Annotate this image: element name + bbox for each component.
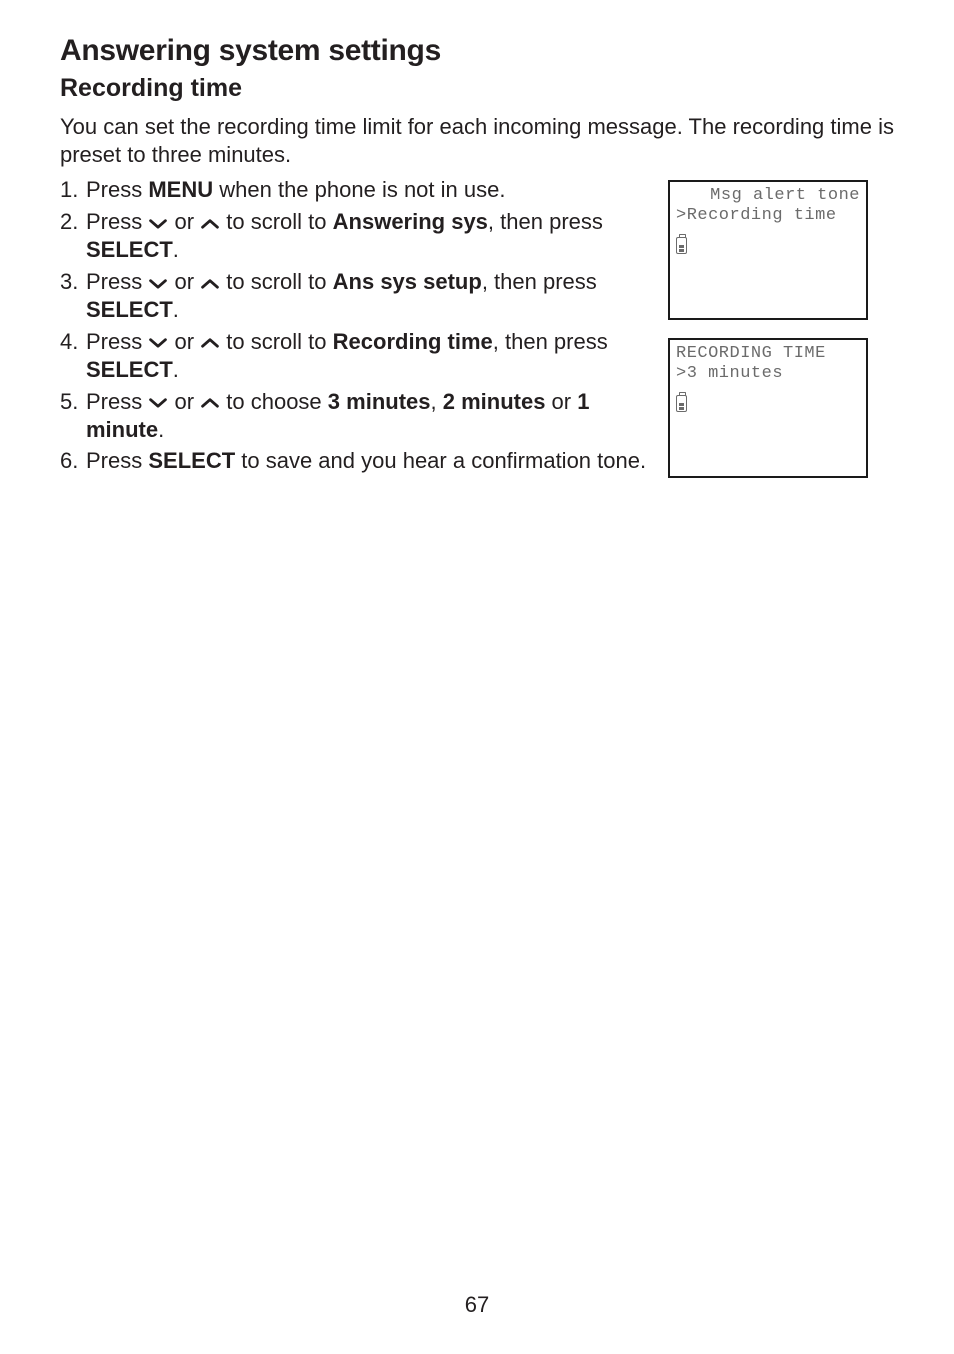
bold-term: Answering sys — [333, 209, 488, 234]
lcd-line: RECORDING TIME — [676, 344, 860, 364]
step-text: Press or to choose 3 minutes, 2 minutes … — [86, 388, 668, 444]
lcd-screen-1: Msg alert tone >Recording time — [668, 180, 868, 320]
bold-term: SELECT — [86, 237, 173, 262]
step-item: 1.Press MENU when the phone is not in us… — [60, 176, 668, 204]
battery-icon — [676, 395, 687, 412]
step-item: 4.Press or to scroll to Recording time, … — [60, 328, 668, 384]
step-number: 5. — [60, 388, 86, 444]
page: Answering system settings Recording time… — [0, 0, 954, 1354]
step-number: 1. — [60, 176, 86, 204]
bold-term: Recording time — [333, 329, 493, 354]
intro-paragraph: You can set the recording time limit for… — [60, 113, 912, 168]
content-row: 1.Press MENU when the phone is not in us… — [60, 176, 912, 479]
lcd-screens-column: Msg alert tone >Recording time RECORDING… — [668, 180, 868, 478]
bold-term: MENU — [148, 177, 213, 202]
main-heading: Answering system settings — [60, 34, 912, 68]
steps-list: 1.Press MENU when the phone is not in us… — [60, 176, 668, 479]
chevron-down-icon — [148, 209, 168, 234]
step-item: 3.Press or to scroll to Ans sys setup, t… — [60, 268, 668, 324]
chevron-up-icon — [200, 329, 220, 354]
step-number: 3. — [60, 268, 86, 324]
step-text: Press SELECT to save and you hear a conf… — [86, 447, 668, 475]
step-text: Press MENU when the phone is not in use. — [86, 176, 668, 204]
step-item: 5.Press or to choose 3 minutes, 2 minute… — [60, 388, 668, 444]
lcd-line: >3 minutes — [676, 364, 860, 384]
bold-term: SELECT — [86, 357, 173, 382]
bold-term: 2 minutes — [443, 389, 546, 414]
bold-term: SELECT — [86, 297, 173, 322]
lcd-line: >Recording time — [676, 206, 860, 226]
step-number: 2. — [60, 208, 86, 264]
step-text: Press or to scroll to Ans sys setup, the… — [86, 268, 668, 324]
step-number: 6. — [60, 447, 86, 475]
step-text: Press or to scroll to Recording time, th… — [86, 328, 668, 384]
lcd-screen-2: RECORDING TIME >3 minutes — [668, 338, 868, 478]
step-item: 2.Press or to scroll to Answering sys, t… — [60, 208, 668, 264]
bold-term: SELECT — [148, 448, 235, 473]
step-text: Press or to scroll to Answering sys, the… — [86, 208, 668, 264]
page-number: 67 — [0, 1292, 954, 1318]
chevron-down-icon — [148, 389, 168, 414]
step-number: 4. — [60, 328, 86, 384]
bold-term: 3 minutes — [328, 389, 431, 414]
chevron-up-icon — [200, 389, 220, 414]
lcd-line: Msg alert tone — [676, 186, 860, 206]
chevron-down-icon — [148, 329, 168, 354]
battery-icon — [676, 237, 687, 254]
bold-term: Ans sys setup — [333, 269, 482, 294]
chevron-up-icon — [200, 269, 220, 294]
chevron-up-icon — [200, 209, 220, 234]
step-item: 6.Press SELECT to save and you hear a co… — [60, 447, 668, 475]
sub-heading: Recording time — [60, 74, 912, 103]
chevron-down-icon — [148, 269, 168, 294]
